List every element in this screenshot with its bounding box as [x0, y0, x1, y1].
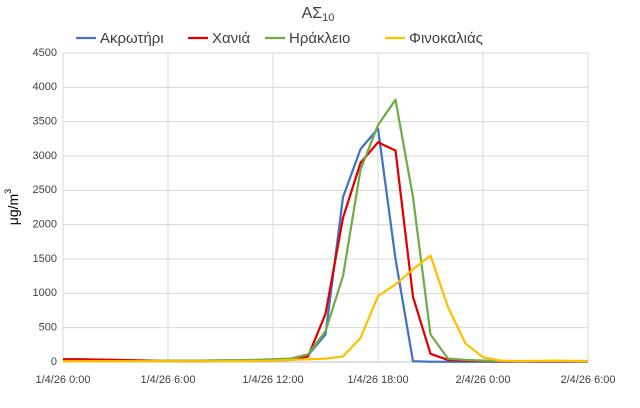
y-tick-label: 3500 — [33, 116, 57, 128]
legend-label: Φινοκαλιάς — [409, 30, 483, 47]
x-tick-label: 1/4/26 0:00 — [35, 374, 90, 386]
y-tick-label: 2500 — [33, 184, 57, 196]
x-tick-label: 1/4/26 6:00 — [140, 374, 195, 386]
x-tick-label: 1/4/26 12:00 — [242, 374, 303, 386]
series-line — [63, 127, 588, 363]
legend-label: Ακρωτήρι — [100, 30, 164, 47]
title-text: ΑΣ — [302, 5, 323, 22]
y-tick-label: 4500 — [33, 47, 57, 59]
y-tick-label: 500 — [39, 322, 57, 334]
series-line — [63, 98, 588, 363]
y-tick-label: 1500 — [33, 253, 57, 265]
x-tick-label: 2/4/26 0:00 — [455, 374, 510, 386]
y-tick-label: 0 — [51, 356, 57, 368]
y-label-superscript: 3 — [3, 189, 13, 194]
x-tick-label: 2/4/26 6:00 — [560, 374, 615, 386]
y-tick-label: 4000 — [33, 81, 57, 93]
y-tick-label: 1000 — [33, 287, 57, 299]
series-line — [63, 254, 589, 363]
y-tick-label: 3000 — [33, 150, 57, 162]
y-tick-label: 2000 — [33, 219, 57, 231]
title-subscript: 10 — [322, 12, 334, 24]
legend-label: Ηράκλειο — [289, 30, 350, 47]
chart-title: ΑΣ10 — [302, 5, 335, 24]
y-axis-label: μg/m3 — [3, 189, 20, 225]
x-tick-label: 1/4/26 18:00 — [347, 374, 408, 386]
legend-label: Χανιά — [212, 30, 251, 47]
y-label-text: μg/m — [5, 194, 21, 225]
